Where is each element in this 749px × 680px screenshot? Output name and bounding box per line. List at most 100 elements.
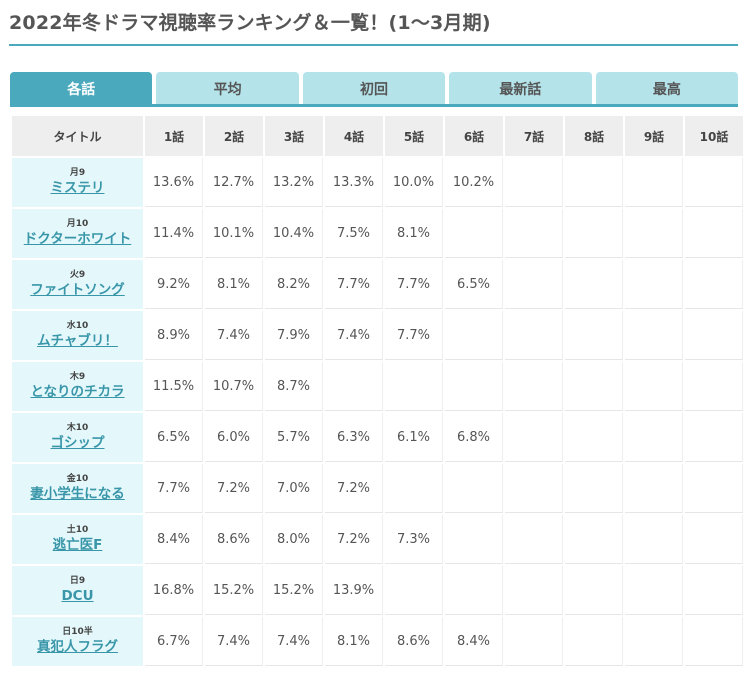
drama-title-link[interactable]: ファイトソング bbox=[30, 281, 125, 298]
rating-cell: 6.5% bbox=[145, 413, 203, 462]
rating-cell bbox=[625, 311, 683, 360]
tab-average[interactable]: 平均 bbox=[156, 72, 299, 105]
drama-title-link[interactable]: DCU bbox=[61, 587, 94, 604]
rating-cell bbox=[625, 362, 683, 411]
tab-highest[interactable]: 最高 bbox=[595, 72, 739, 105]
rating-cell: 5.7% bbox=[265, 413, 323, 462]
drama-title-link[interactable]: ドクターホワイト bbox=[23, 230, 132, 247]
rating-cell bbox=[565, 566, 623, 615]
rating-cell bbox=[625, 158, 683, 207]
rating-cell: 10.0% bbox=[385, 158, 443, 207]
rating-cell bbox=[565, 362, 623, 411]
drama-title-link[interactable]: ミステリ bbox=[50, 179, 105, 196]
rating-cell: 7.3% bbox=[385, 515, 443, 564]
rating-cell: 6.5% bbox=[445, 260, 503, 309]
rating-cell bbox=[505, 362, 563, 411]
drama-title-link[interactable]: となりのチカラ bbox=[30, 383, 125, 400]
tab-first-episode[interactable]: 初回 bbox=[302, 72, 446, 105]
broadcast-slot: 日10半 bbox=[62, 627, 93, 638]
rating-cell bbox=[685, 311, 743, 360]
rating-cell: 10.2% bbox=[445, 158, 503, 207]
rating-cell: 7.4% bbox=[265, 617, 323, 666]
rating-cell bbox=[505, 260, 563, 309]
broadcast-slot: 土10 bbox=[66, 525, 89, 536]
table-row: 日9 DCU 16.8% 15.2% 15.2% 13.9% bbox=[12, 566, 743, 615]
title-cell: 日10半 真犯人フラグ bbox=[12, 617, 143, 666]
rating-cell: 8.4% bbox=[145, 515, 203, 564]
drama-title-link[interactable]: ゴシップ bbox=[50, 434, 105, 451]
rating-cell bbox=[565, 413, 623, 462]
rating-cell: 7.2% bbox=[205, 464, 263, 513]
rating-cell bbox=[565, 515, 623, 564]
rating-cell: 6.8% bbox=[445, 413, 503, 462]
table-row: 土10 逃亡医F 8.4% 8.6% 8.0% 7.2% 7.3% bbox=[12, 515, 743, 564]
rating-cell bbox=[565, 260, 623, 309]
rating-cell: 6.3% bbox=[325, 413, 383, 462]
title-cell: 土10 逃亡医F bbox=[12, 515, 143, 564]
title-column-header: タイトル bbox=[12, 116, 143, 156]
rating-cell bbox=[445, 566, 503, 615]
rating-cell: 7.7% bbox=[145, 464, 203, 513]
rating-cell: 8.4% bbox=[445, 617, 503, 666]
tabs-underline bbox=[10, 104, 738, 107]
title-cell: 木10 ゴシップ bbox=[12, 413, 143, 462]
rating-cell: 8.2% bbox=[265, 260, 323, 309]
rating-cell: 8.1% bbox=[205, 260, 263, 309]
episode-column-header: 10話 bbox=[685, 116, 743, 156]
rating-cell bbox=[625, 413, 683, 462]
title-cell: 火9 ファイトソング bbox=[12, 260, 143, 309]
episode-column-header: 1話 bbox=[145, 116, 203, 156]
rating-cell: 7.4% bbox=[205, 311, 263, 360]
header-row: タイトル 1話 2話 3話 4話 5話 6話 7話 8話 9話 10話 bbox=[12, 116, 743, 156]
broadcast-slot: 火9 bbox=[69, 270, 86, 281]
rating-cell bbox=[505, 158, 563, 207]
rating-cell: 7.4% bbox=[205, 617, 263, 666]
rating-cell: 8.0% bbox=[265, 515, 323, 564]
drama-title-link[interactable]: 妻小学生になる bbox=[30, 485, 125, 502]
rating-cell bbox=[565, 158, 623, 207]
rating-cell: 7.2% bbox=[325, 515, 383, 564]
table-row: 水10 ムチャブリ！ 8.9% 7.4% 7.9% 7.4% 7.7% bbox=[12, 311, 743, 360]
rating-cell bbox=[565, 464, 623, 513]
rating-cell bbox=[685, 158, 743, 207]
broadcast-slot: 木10 bbox=[66, 423, 89, 434]
broadcast-slot: 日9 bbox=[69, 576, 86, 587]
tab-each-episode[interactable]: 各話 bbox=[10, 72, 153, 105]
rating-cell: 7.2% bbox=[325, 464, 383, 513]
rating-cell bbox=[505, 515, 563, 564]
rating-cell: 16.8% bbox=[145, 566, 203, 615]
page-title: 2022年冬ドラマ視聴率ランキング＆一覧！(1～3月期) bbox=[9, 12, 491, 34]
rating-cell bbox=[445, 209, 503, 258]
view-tabs: 各話 平均 初回 最新話 最高 bbox=[10, 72, 739, 105]
rating-cell bbox=[505, 311, 563, 360]
rating-cell: 7.0% bbox=[265, 464, 323, 513]
rating-cell: 13.2% bbox=[265, 158, 323, 207]
title-cell: 水10 ムチャブリ！ bbox=[12, 311, 143, 360]
drama-title-link[interactable]: 逃亡医F bbox=[52, 536, 103, 553]
rating-cell: 13.6% bbox=[145, 158, 203, 207]
broadcast-slot: 金10 bbox=[66, 474, 89, 485]
rating-cell: 6.7% bbox=[145, 617, 203, 666]
rating-cell bbox=[625, 617, 683, 666]
rating-cell: 8.1% bbox=[325, 617, 383, 666]
drama-title-link[interactable]: 真犯人フラグ bbox=[37, 638, 118, 655]
rating-cell: 7.4% bbox=[325, 311, 383, 360]
rating-cell: 7.7% bbox=[325, 260, 383, 309]
rating-cell: 7.7% bbox=[385, 311, 443, 360]
table-row: 月9 ミステリ 13.6% 12.7% 13.2% 13.3% 10.0% 10.2% bbox=[12, 158, 743, 207]
rating-cell bbox=[625, 566, 683, 615]
episode-column-header: 2話 bbox=[205, 116, 263, 156]
tab-latest-episode[interactable]: 最新話 bbox=[449, 72, 592, 105]
rating-cell bbox=[385, 362, 443, 411]
rating-cell: 10.7% bbox=[205, 362, 263, 411]
rating-cell: 13.9% bbox=[325, 566, 383, 615]
title-cell: 月10 ドクターホワイト bbox=[12, 209, 143, 258]
rating-cell: 13.3% bbox=[325, 158, 383, 207]
rating-cell bbox=[625, 209, 683, 258]
rating-cell bbox=[685, 464, 743, 513]
drama-title-link[interactable]: ムチャブリ！ bbox=[37, 332, 118, 349]
rating-cell: 7.7% bbox=[385, 260, 443, 309]
rating-cell bbox=[685, 209, 743, 258]
rating-cell bbox=[685, 260, 743, 309]
rating-cell: 8.9% bbox=[145, 311, 203, 360]
